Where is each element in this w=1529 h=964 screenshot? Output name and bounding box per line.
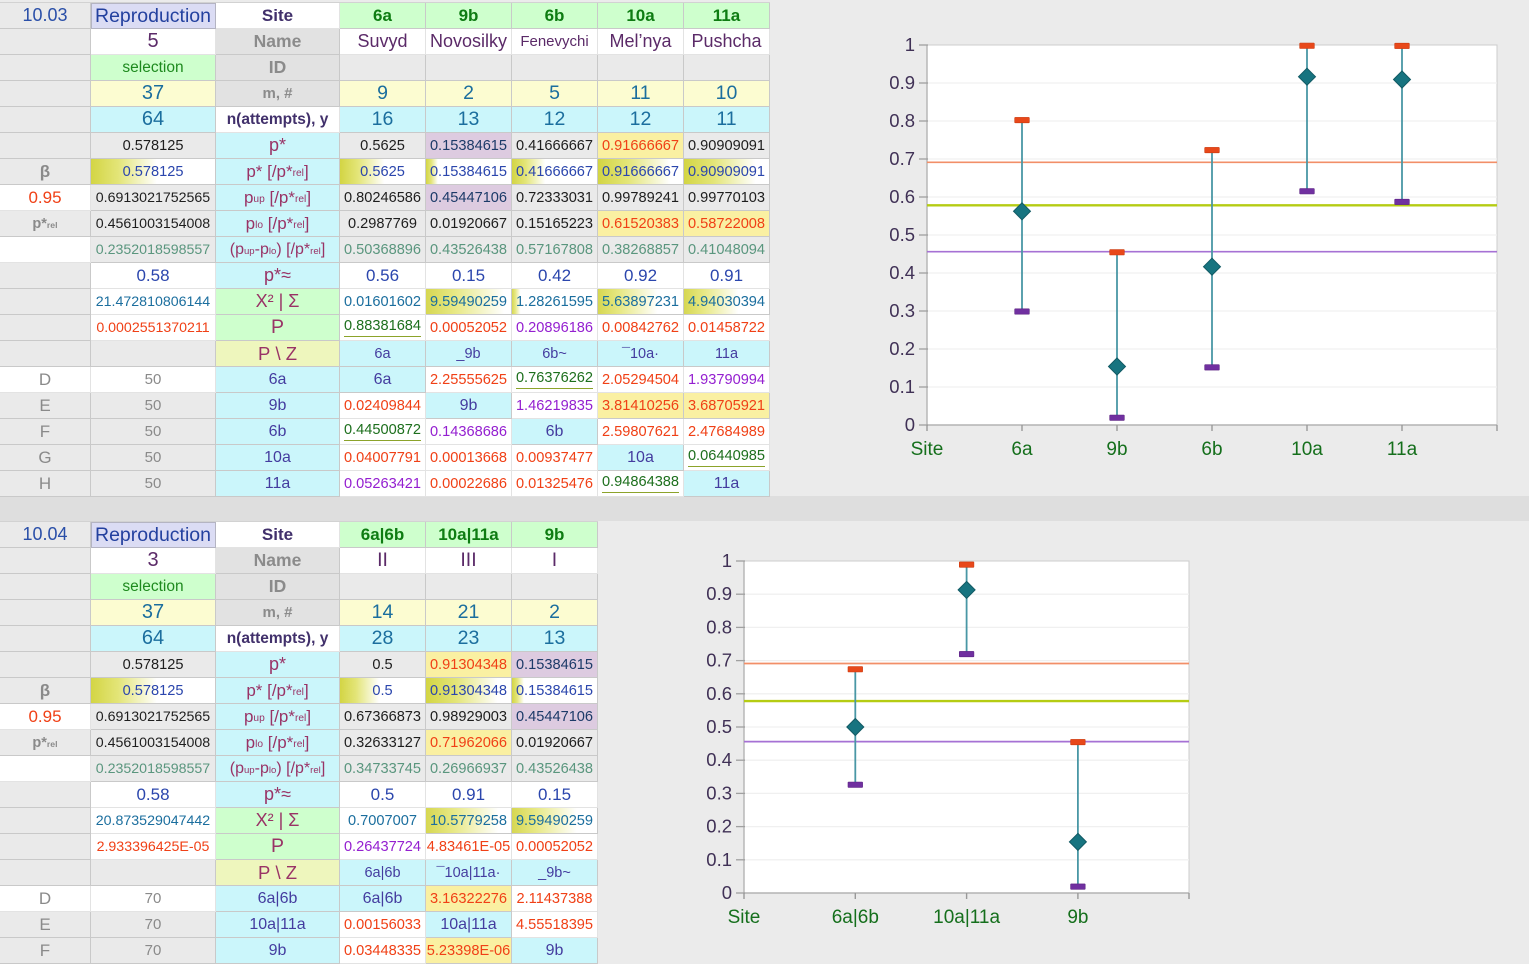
svg-text:0.4: 0.4 [706,749,732,770]
svg-text:0.5: 0.5 [706,716,732,737]
svg-text:0.1: 0.1 [706,849,732,870]
svg-text:10a: 10a [1291,439,1323,460]
svg-text:Site: Site [911,439,944,460]
svg-text:0.4: 0.4 [889,262,915,283]
svg-text:6b: 6b [1201,439,1222,460]
svg-text:0.3: 0.3 [889,300,915,321]
svg-text:0.7: 0.7 [706,650,732,671]
svg-text:6a: 6a [1011,439,1033,460]
svg-text:1: 1 [905,34,915,55]
svg-text:Site: Site [728,907,761,928]
svg-text:11a: 11a [1387,439,1418,460]
svg-text:0.2: 0.2 [706,816,732,837]
svg-text:0.8: 0.8 [889,110,915,131]
svg-text:0.6: 0.6 [706,683,732,704]
svg-text:1: 1 [722,550,732,571]
svg-text:0.9: 0.9 [706,583,732,604]
svg-text:0: 0 [905,414,915,435]
svg-text:9b: 9b [1067,907,1088,928]
svg-text:10a|11a: 10a|11a [933,907,1000,928]
svg-text:0.1: 0.1 [889,376,915,397]
svg-text:9b: 9b [1106,439,1127,460]
svg-text:0: 0 [722,882,732,903]
svg-text:0.3: 0.3 [706,782,732,803]
svg-text:6a|6b: 6a|6b [832,907,879,928]
svg-text:0.9: 0.9 [889,72,915,93]
svg-text:0.2: 0.2 [889,338,915,359]
svg-text:0.5: 0.5 [889,224,915,245]
svg-text:0.6: 0.6 [889,186,915,207]
svg-text:0.8: 0.8 [706,616,732,637]
svg-text:0.7: 0.7 [889,148,915,169]
